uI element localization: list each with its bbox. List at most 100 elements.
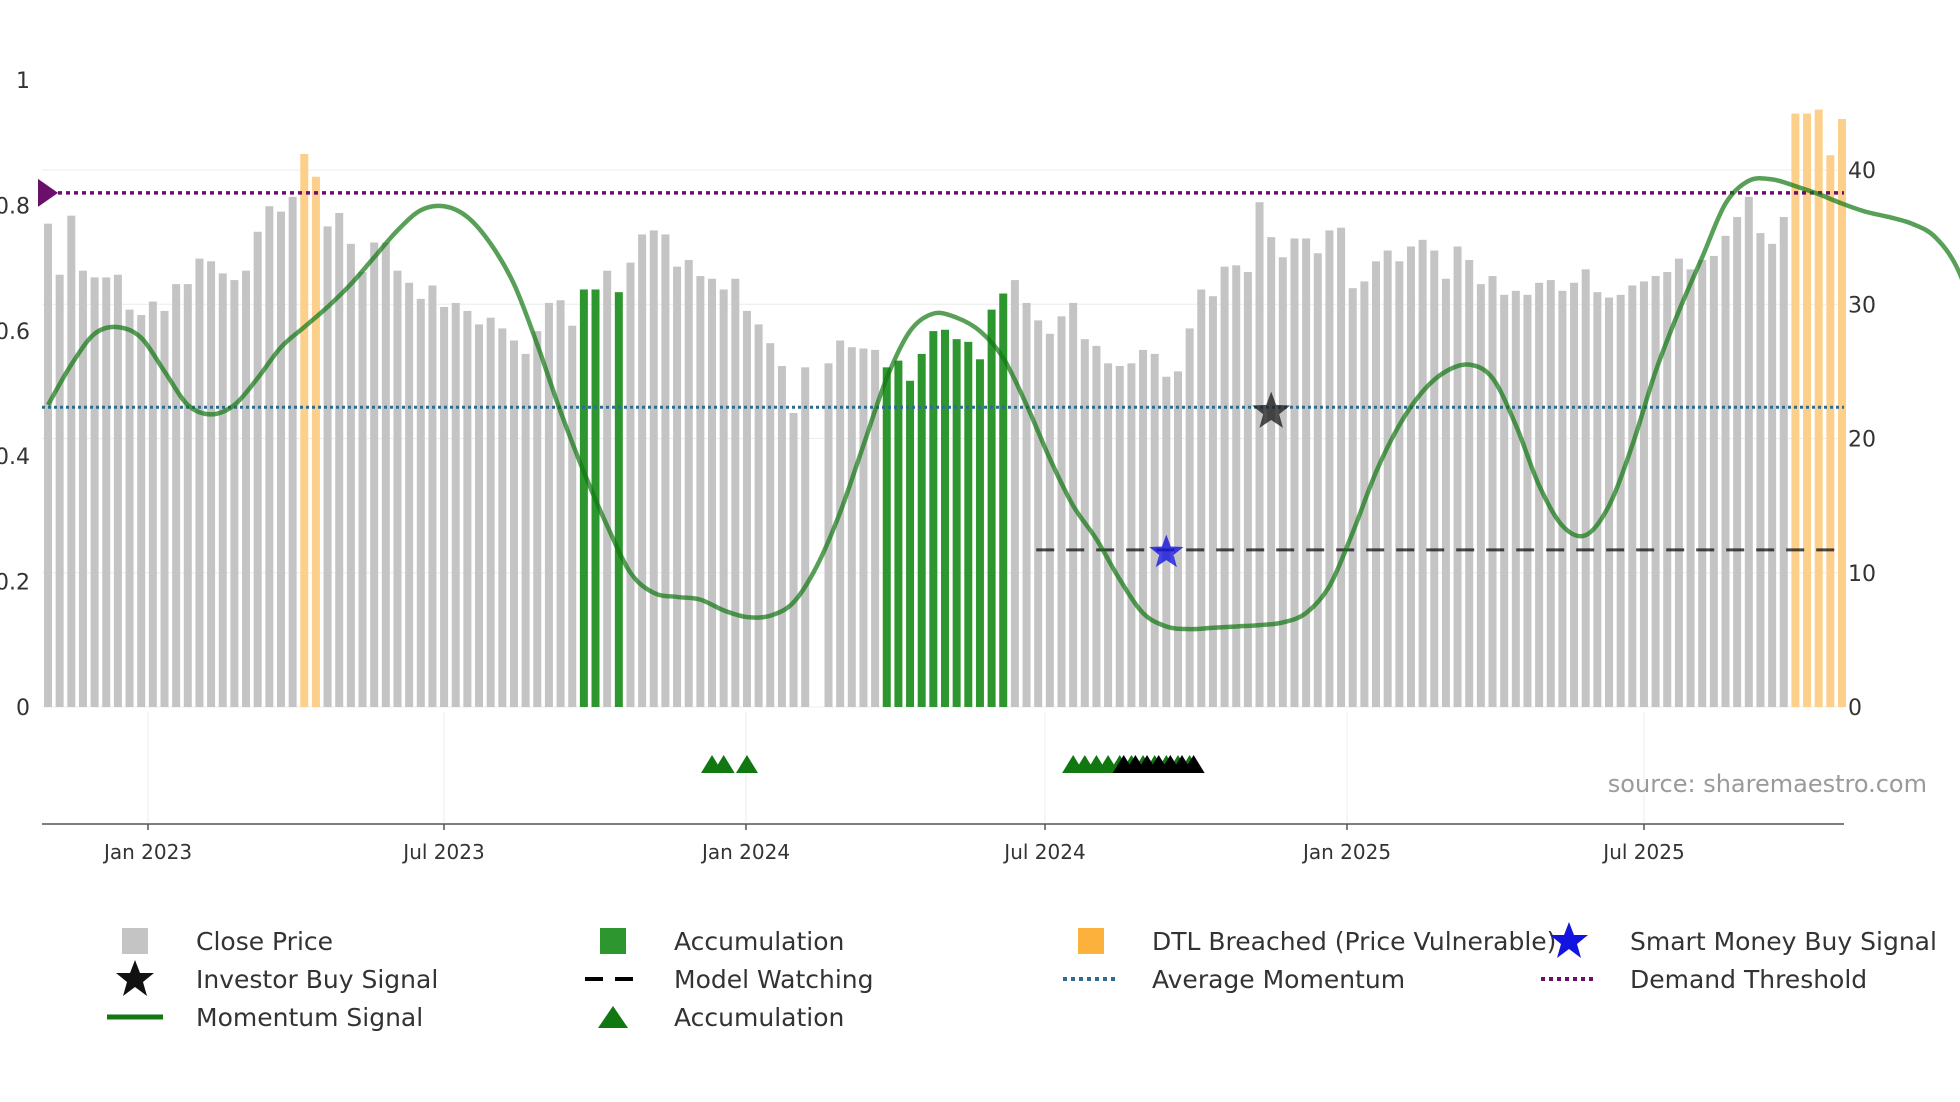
- price-bar: [1488, 276, 1497, 707]
- price-bar: [1838, 118, 1846, 708]
- price-bar: [451, 302, 460, 707]
- price-bar: [731, 278, 740, 707]
- price-bar: [44, 223, 52, 707]
- price-bar: [1278, 257, 1287, 707]
- price-bar: [824, 363, 833, 707]
- price-bar: [1430, 250, 1439, 708]
- dash-black-icon: [576, 962, 650, 996]
- price-bar: [836, 340, 845, 707]
- price-bar: [964, 341, 973, 707]
- price-bar: [1267, 237, 1276, 707]
- price-bar: [1139, 349, 1148, 707]
- price-bar: [521, 353, 530, 707]
- triangle-green-icon: [576, 1000, 650, 1034]
- price-bar: [999, 293, 1008, 707]
- price-bar: [195, 258, 204, 707]
- star-blue-icon: [1532, 922, 1606, 958]
- price-bar: [1348, 288, 1357, 707]
- price-bar: [533, 331, 542, 707]
- price-bar: [906, 380, 915, 707]
- price-bar: [1733, 216, 1742, 708]
- price-bar: [137, 314, 146, 707]
- square-gray-icon: [98, 924, 172, 958]
- price-bar: [207, 261, 216, 707]
- x-axis-tick: Jul 2025: [1601, 840, 1684, 864]
- source-label: source: sharemaestro.com: [1608, 770, 1927, 798]
- price-bar: [358, 272, 367, 707]
- price-bar: [242, 270, 251, 707]
- price-bar: [1057, 316, 1066, 707]
- price-bar: [1255, 202, 1264, 707]
- accumulation-marker: [712, 755, 735, 773]
- price-bar: [1418, 239, 1427, 707]
- price-bar: [1360, 281, 1369, 707]
- price-bar: [614, 292, 623, 707]
- price-bar: [1476, 284, 1485, 707]
- price-bar: [1232, 265, 1241, 707]
- price-bar: [1779, 216, 1788, 708]
- accumulation-marker: [735, 755, 758, 773]
- price-bar: [498, 328, 507, 707]
- right-axis-tick: 40: [1848, 159, 1876, 184]
- price-bar: [475, 324, 484, 707]
- price-bar: [975, 359, 984, 707]
- left-axis-tick: 0.2: [0, 571, 30, 596]
- price-bar: [1372, 261, 1381, 707]
- legend-smart-money: Smart Money Buy Signal: [1532, 922, 1937, 958]
- bar-series: [44, 109, 1846, 708]
- price-bar: [1768, 243, 1777, 707]
- price-bar: [661, 234, 670, 707]
- price-bar: [894, 360, 903, 707]
- price-bar: [218, 273, 227, 707]
- price-bar: [801, 367, 810, 707]
- price-bar: [1243, 272, 1252, 707]
- price-bar: [1674, 258, 1683, 707]
- price-bar: [1127, 363, 1136, 707]
- legend-close-price: Close Price: [98, 924, 333, 958]
- price-bar: [719, 289, 728, 707]
- price-bar: [789, 412, 798, 707]
- price-bar: [766, 343, 775, 707]
- legend-momentum-signal: Momentum Signal: [98, 1000, 423, 1034]
- price-bar: [172, 284, 181, 707]
- price-bar: [917, 353, 926, 707]
- price-bar: [1465, 259, 1474, 707]
- left-axis-tick: 0: [16, 696, 30, 721]
- price-bar: [90, 277, 99, 707]
- price-bar: [265, 206, 274, 707]
- right-axis-tick: 20: [1848, 428, 1876, 453]
- price-bar: [1546, 280, 1555, 707]
- price-bar: [1441, 278, 1450, 707]
- price-bar: [1395, 261, 1404, 707]
- price-bar: [859, 348, 868, 707]
- price-bar: [649, 230, 658, 707]
- price-bar: [148, 301, 157, 707]
- price-bar: [1500, 294, 1509, 707]
- price-bar: [1581, 269, 1590, 707]
- price-bar: [544, 302, 553, 707]
- price-bar: [370, 242, 379, 707]
- price-bar: [871, 349, 880, 707]
- price-bar: [323, 226, 332, 707]
- square-green-icon: [576, 924, 650, 958]
- price-bar: [708, 278, 717, 707]
- price-bar: [579, 289, 588, 707]
- price-bar: [1173, 371, 1182, 707]
- star-black-icon: [98, 960, 172, 996]
- price-bar: [1826, 155, 1835, 708]
- price-bar: [78, 270, 87, 707]
- price-bar: [1104, 363, 1113, 707]
- legend-accumulation-bar: Accumulation: [576, 924, 844, 958]
- price-bar: [638, 234, 647, 707]
- price-bar: [1558, 290, 1567, 707]
- price-bar: [1593, 292, 1602, 707]
- price-bar: [1092, 345, 1101, 707]
- price-bar: [1511, 290, 1520, 707]
- price-bar: [276, 211, 285, 707]
- x-axis-tick: Jul 2023: [401, 840, 484, 864]
- price-bar: [556, 300, 565, 707]
- price-bar: [1686, 269, 1695, 707]
- price-bar: [55, 274, 64, 707]
- price-bar: [1208, 296, 1217, 707]
